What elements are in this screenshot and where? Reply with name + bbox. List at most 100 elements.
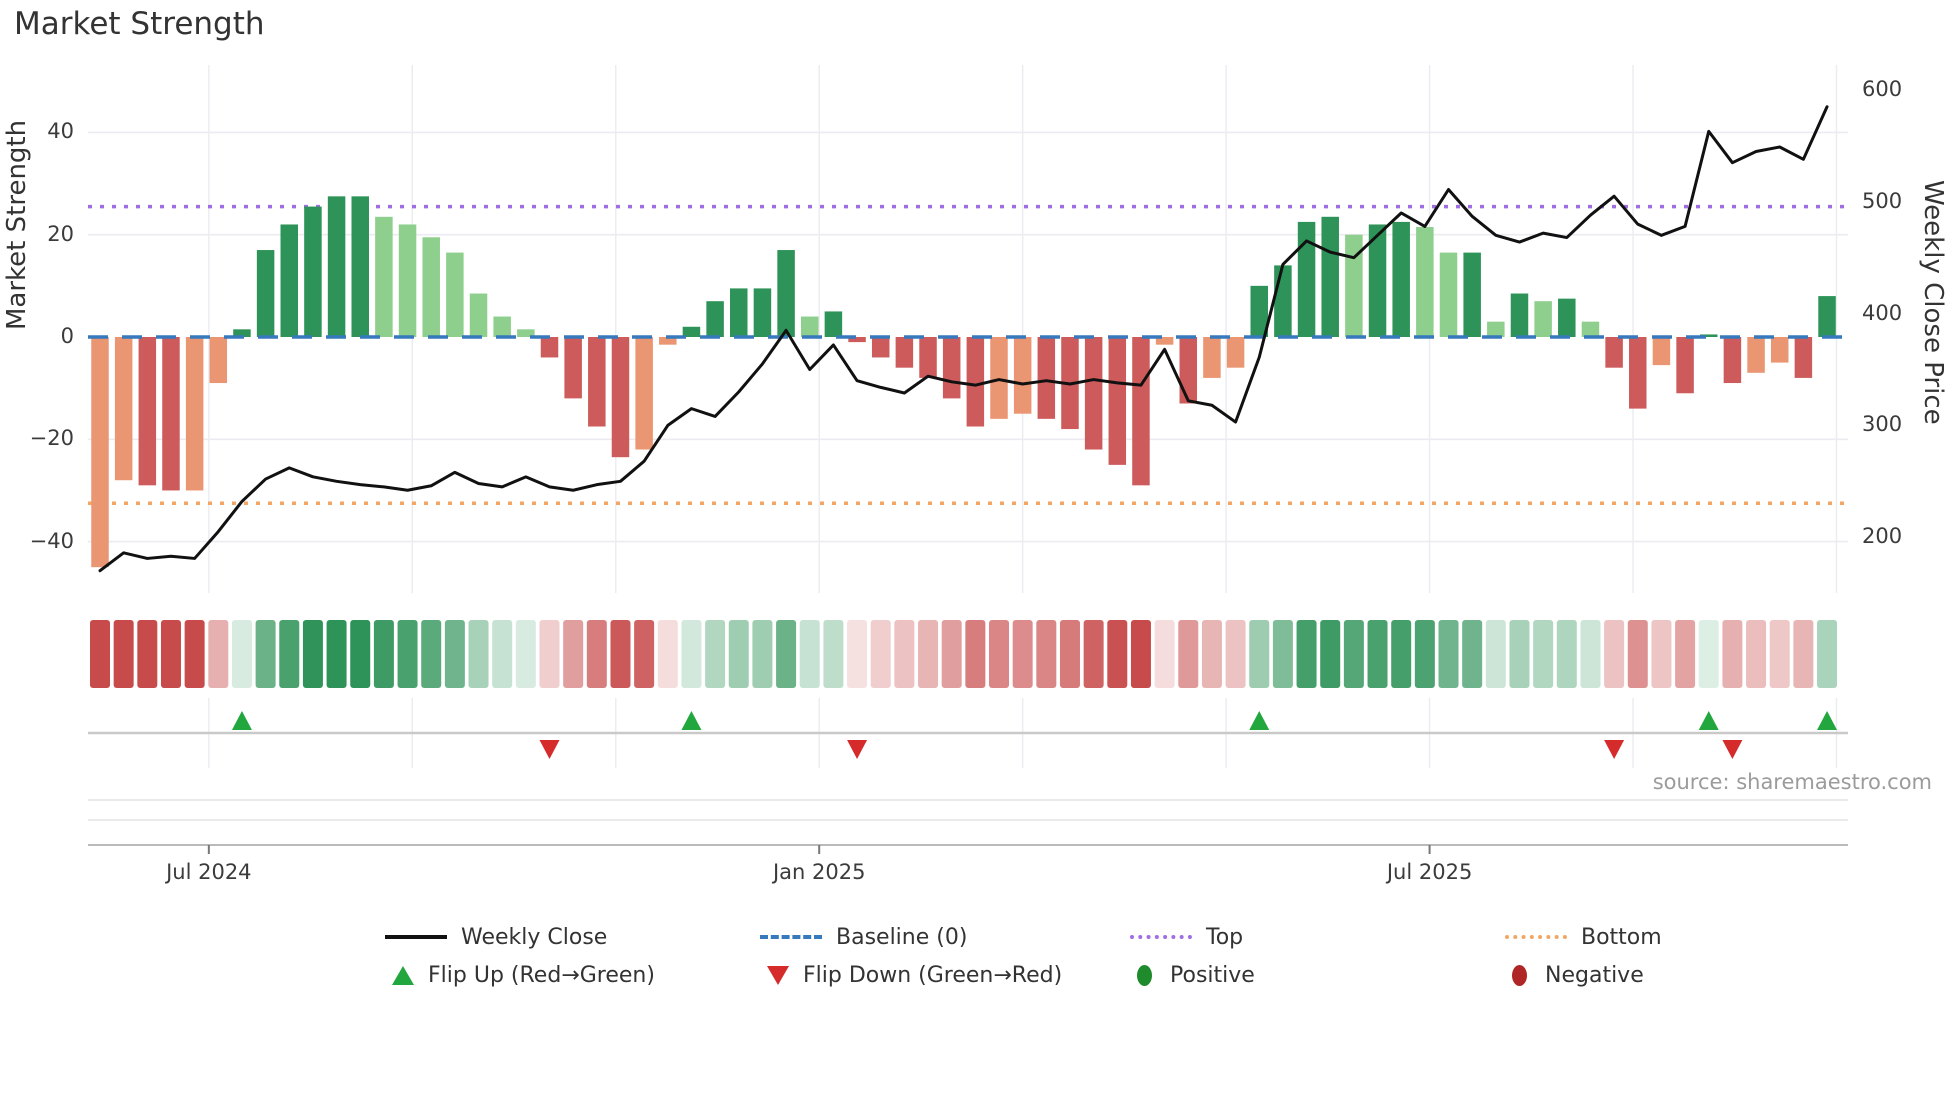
heatmap-cell xyxy=(1462,620,1483,688)
heatmap-cell xyxy=(1036,620,1057,688)
heatmap-cell xyxy=(1604,620,1625,688)
strength-bar xyxy=(1629,337,1647,409)
legend-label: Baseline (0) xyxy=(836,924,968,950)
heatmap-cell xyxy=(634,620,655,688)
strength-bar xyxy=(588,337,606,427)
negative-circle-icon xyxy=(1512,964,1527,986)
strength-bar xyxy=(1652,337,1671,366)
strength-bar xyxy=(1392,221,1410,337)
strength-bar xyxy=(1013,337,1032,414)
strength-bar xyxy=(824,311,843,337)
heatmap-cell xyxy=(1651,620,1672,688)
strength-bar xyxy=(304,206,322,337)
y-axis-tick-right: 200 xyxy=(1862,524,1903,549)
heatmap-cell xyxy=(1154,620,1175,688)
heatmap-cell xyxy=(492,620,513,688)
strength-bar xyxy=(1699,334,1718,337)
heatmap-cell xyxy=(894,620,915,688)
strength-bar xyxy=(1416,227,1434,337)
strength-bar xyxy=(800,316,819,337)
heatmap-cell xyxy=(657,620,678,688)
strength-bar xyxy=(659,337,677,345)
heatmap-cell xyxy=(279,620,300,688)
heatmap-cell xyxy=(752,620,773,688)
heatmap-cell xyxy=(1201,620,1222,688)
strength-bar xyxy=(966,337,985,427)
strength-bar xyxy=(280,224,299,337)
flip-down-marker xyxy=(1722,740,1743,759)
legend-item-bottom: Bottom xyxy=(1505,922,1662,952)
strength-bar xyxy=(848,337,866,343)
strength-bar xyxy=(162,337,180,491)
strength-bar xyxy=(635,337,653,450)
heatmap-cell xyxy=(421,620,442,688)
x-axis-tick: Jan 2025 xyxy=(772,860,866,884)
strength-bar xyxy=(919,337,937,378)
strength-bar xyxy=(1463,252,1481,337)
heatmap-cell xyxy=(989,620,1010,688)
strength-bar xyxy=(1723,337,1742,384)
heatmap-cell xyxy=(1675,620,1696,688)
source-note: source: sharemaestro.com xyxy=(1652,770,1932,794)
strength-bar xyxy=(114,337,133,481)
heatmap-cell xyxy=(1769,620,1790,688)
strength-bar xyxy=(1084,337,1103,450)
heatmap-cell xyxy=(1320,620,1341,688)
weekly-close-line-swatch-icon xyxy=(385,935,447,939)
strength-bar xyxy=(753,288,772,337)
strength-bar xyxy=(540,337,559,358)
heatmap-cell xyxy=(1438,620,1459,688)
strength-bar xyxy=(493,316,511,337)
heatmap-cell xyxy=(799,620,820,688)
heatmap-cell xyxy=(610,620,631,688)
heatmap-cell xyxy=(515,620,536,688)
strength-bar xyxy=(1368,224,1387,337)
legend-item-positive: Positive xyxy=(1133,960,1255,990)
strength-bar xyxy=(1558,298,1576,337)
strength-bar xyxy=(351,196,369,337)
heatmap-cell xyxy=(1817,620,1838,688)
top-dotted-swatch-icon xyxy=(1130,935,1192,939)
strength-bar xyxy=(1274,265,1292,337)
strength-bar xyxy=(1439,252,1458,337)
legend-item-flip-up: Flip Up (Red→Green) xyxy=(392,960,655,990)
heatmap-cell xyxy=(563,620,584,688)
bottom-dotted-swatch-icon xyxy=(1505,935,1567,939)
heatmap-cell xyxy=(184,620,205,688)
flip-up-marker xyxy=(681,711,702,730)
legend-label: Weekly Close xyxy=(461,924,608,950)
legend-label: Bottom xyxy=(1581,924,1662,950)
y-axis-tick-left: 40 xyxy=(47,119,74,144)
heatmap-cell xyxy=(1249,620,1270,688)
legend-item-weekly-close: Weekly Close xyxy=(385,922,607,952)
strength-bar xyxy=(1297,221,1316,337)
strength-bar xyxy=(611,337,630,458)
y-axis-tick-right: 400 xyxy=(1862,300,1903,325)
legend-label: Flip Down (Green→Red) xyxy=(803,962,1063,988)
strength-bar xyxy=(682,326,701,337)
flip-up-marker xyxy=(231,711,252,730)
heatmap-cell xyxy=(113,620,134,688)
heatmap-cell xyxy=(918,620,939,688)
heatmap-cell xyxy=(1627,620,1648,688)
baseline-dash-swatch-icon xyxy=(760,935,822,939)
heatmap-cell xyxy=(776,620,797,688)
heatmap-cell xyxy=(1130,620,1151,688)
strength-bar xyxy=(1155,337,1174,345)
x-axis-tick: Jul 2025 xyxy=(1386,860,1473,884)
strength-bar xyxy=(706,301,724,337)
strength-bar xyxy=(1818,296,1836,337)
heatmap-cell xyxy=(255,620,276,688)
strength-bar xyxy=(777,250,795,337)
strength-bar xyxy=(469,293,488,337)
flip-up-marker xyxy=(1698,711,1719,730)
heatmap-cell xyxy=(728,620,749,688)
strength-bar xyxy=(1250,285,1268,337)
right-axis-label: Weekly Close Price xyxy=(1918,180,1948,425)
strength-bar xyxy=(1226,337,1245,368)
heatmap-cell xyxy=(823,620,844,688)
heatmap-cell xyxy=(1509,620,1530,688)
strength-bar xyxy=(138,337,157,486)
flip-up-marker xyxy=(1817,711,1838,730)
